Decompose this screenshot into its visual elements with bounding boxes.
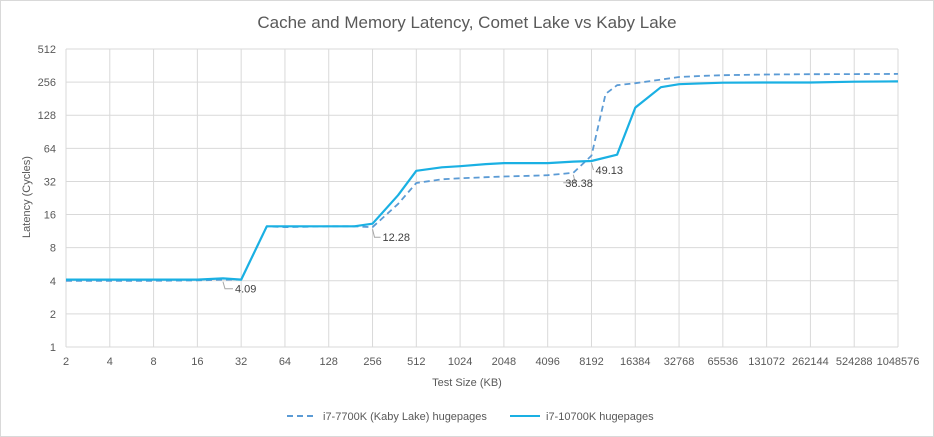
- x-tick-label: 16384: [620, 356, 651, 368]
- x-tick-label: 8192: [579, 356, 603, 368]
- legend-label-2: i7-10700K hugepages: [546, 411, 654, 423]
- x-tick-label: 256: [363, 356, 381, 368]
- x-tick-label: 131072: [748, 356, 785, 368]
- y-axis-title: Latency (Cycles): [21, 156, 33, 238]
- gridlines: [65, 48, 899, 348]
- x-tick-label: 2: [63, 356, 69, 368]
- chart-title: Cache and Memory Latency, Comet Lake vs …: [257, 13, 676, 32]
- x-tick-label: 1024: [448, 356, 472, 368]
- x-tick-label: 524288: [836, 356, 873, 368]
- annotation-label: 4.09: [235, 284, 256, 296]
- y-tick-label: 4: [50, 276, 56, 288]
- annotation-leader: [563, 174, 576, 184]
- x-tick-label: 128: [320, 356, 338, 368]
- annotation-label: 49.13: [595, 165, 623, 177]
- annotation-label: 38.38: [565, 178, 593, 190]
- x-tick-label: 32: [235, 356, 247, 368]
- x-tick-label: 16: [191, 356, 203, 368]
- x-tick-label: 512: [407, 356, 425, 368]
- series-lines: [66, 73, 899, 282]
- series-line-1: [66, 73, 899, 282]
- x-axis-title: Test Size (KB): [432, 377, 502, 389]
- legend-label-1: i7-7700K (Kaby Lake) hugepages: [323, 411, 487, 423]
- x-tick-label: 32768: [664, 356, 695, 368]
- legend: i7-7700K (Kaby Lake) hugepages i7-10700K …: [287, 411, 654, 423]
- x-tick-label: 2048: [492, 356, 516, 368]
- y-axis-ticks: 1 2 4 8 16 32 64 128 256 512: [38, 44, 56, 354]
- annotation-leader: [222, 281, 233, 290]
- x-tick-label: 1048576: [877, 356, 920, 368]
- y-tick-label: 2: [50, 309, 56, 321]
- annotation-label: 12.28: [383, 232, 411, 244]
- y-tick-label: 512: [38, 44, 56, 56]
- y-tick-label: 16: [44, 210, 56, 222]
- annotation-leader: [590, 162, 594, 171]
- y-tick-label: 1: [50, 342, 56, 354]
- x-tick-label: 4: [107, 356, 113, 368]
- y-tick-label: 8: [50, 243, 56, 255]
- y-tick-label: 128: [38, 110, 56, 122]
- series-line-2: [66, 80, 899, 281]
- annotation-leader: [372, 229, 381, 238]
- x-tick-label: 262144: [792, 356, 829, 368]
- y-tick-label: 256: [38, 77, 56, 89]
- y-tick-label: 32: [44, 176, 56, 188]
- y-tick-label: 64: [44, 143, 56, 155]
- x-tick-label: 65536: [708, 356, 739, 368]
- x-axis-ticks: 2 4 8 16 32 64 128 256 512 1024 2048 4096 8192 16384 3…: [63, 356, 919, 368]
- x-tick-label: 4096: [535, 356, 559, 368]
- x-tick-label: 64: [279, 356, 291, 368]
- x-tick-label: 8: [151, 356, 157, 368]
